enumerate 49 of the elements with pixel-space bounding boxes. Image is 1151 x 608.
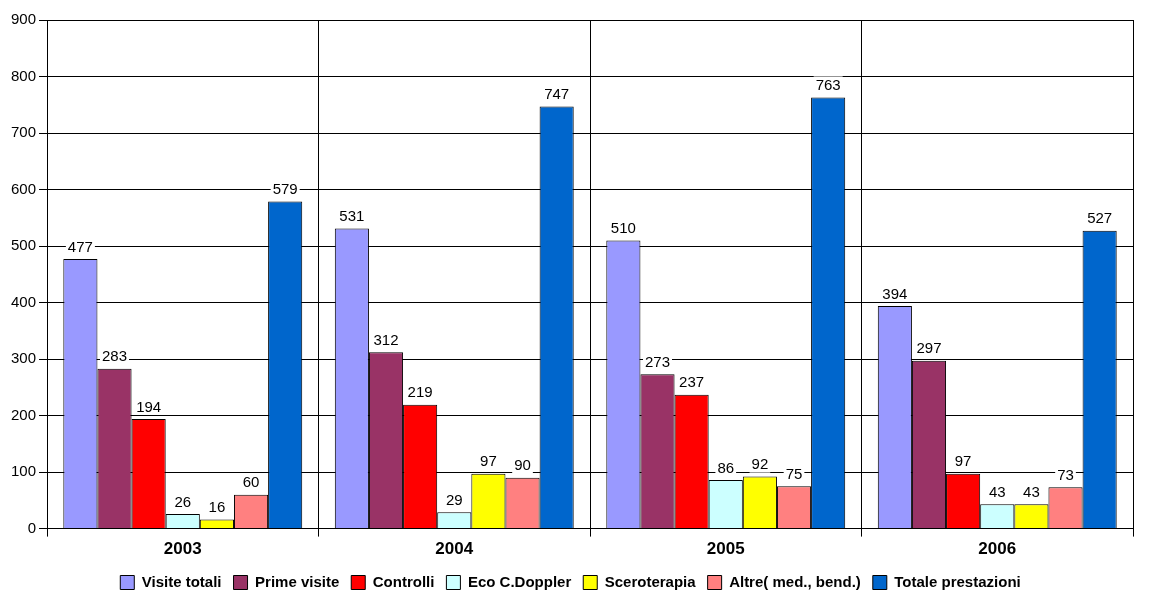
data-label: 194	[136, 397, 162, 415]
data-label: 219	[407, 383, 433, 401]
data-label: 579	[272, 180, 298, 198]
data-label: 86	[717, 458, 735, 476]
data-label: 60	[242, 473, 260, 491]
data-label: 92	[751, 455, 769, 473]
legend-label: Controlli	[372, 572, 435, 590]
y-tick-label: 400	[11, 292, 37, 310]
y-tick-label: 800	[11, 66, 37, 84]
data-label: 477	[67, 237, 93, 255]
data-label: 312	[373, 330, 399, 348]
data-label: 394	[882, 284, 908, 302]
legend-label: Altre( med., bend.)	[729, 572, 861, 590]
y-tick-label: 500	[11, 236, 37, 254]
x-tick-label: 2004	[435, 539, 474, 559]
data-label: 297	[916, 339, 942, 357]
data-label: 75	[785, 464, 803, 482]
legend-label: Eco C.Doppler	[467, 572, 572, 590]
x-tick-label: 2006	[978, 539, 1017, 559]
x-tick-label: 2003	[163, 539, 202, 559]
y-tick-label: 600	[11, 179, 37, 197]
data-label: 16	[208, 498, 226, 516]
data-label: 273	[644, 352, 671, 370]
legend-label: Visite totali	[141, 572, 222, 590]
data-label: 283	[102, 347, 128, 365]
data-label: 43	[1023, 482, 1040, 500]
data-label: 763	[815, 76, 841, 94]
y-tick-label: 700	[11, 123, 37, 141]
data-label: 97	[954, 452, 972, 470]
data-label: 97	[480, 452, 497, 470]
data-label: 43	[988, 482, 1006, 500]
data-label: 510	[610, 219, 636, 237]
y-tick-label: 0	[27, 518, 37, 536]
y-tick-label: 100	[11, 462, 37, 480]
legend-label: Sceroterapia	[604, 572, 697, 590]
legend-label: Totale prestazioni	[894, 572, 1021, 590]
data-label: 26	[174, 492, 192, 510]
y-tick-label: 200	[11, 405, 37, 423]
data-label: 73	[1057, 465, 1074, 483]
y-tick-label: 900	[11, 10, 37, 28]
data-label: 90	[514, 456, 531, 474]
data-label: 747	[544, 85, 570, 103]
data-label: 29	[445, 490, 463, 508]
data-label: 527	[1087, 209, 1113, 227]
y-tick-label: 300	[11, 349, 37, 367]
data-label: 531	[339, 207, 365, 225]
legend-label: Prime visite	[255, 572, 340, 590]
data-label: 237	[679, 373, 705, 391]
x-tick-label: 2005	[706, 539, 745, 559]
